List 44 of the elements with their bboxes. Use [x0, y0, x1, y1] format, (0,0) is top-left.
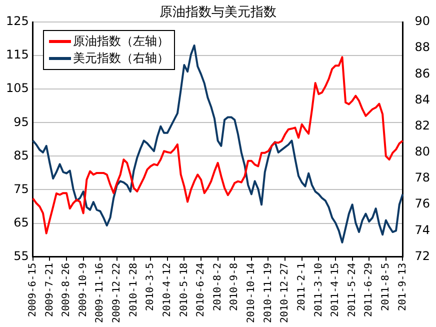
- legend-label: 美元指数（右轴）: [72, 50, 169, 67]
- y-tick-label: 105: [6, 81, 29, 96]
- x-tick-label: 2010-8-2: [212, 262, 224, 311]
- x-tick-label: 2011-8-5: [380, 262, 392, 311]
- x-tick-label: 2009-6-15: [28, 262, 38, 317]
- y-tick-label: 75: [14, 182, 29, 196]
- x-tick-label: 2009-10-9: [78, 262, 89, 317]
- x-tick-label: 2009-8-26: [61, 262, 72, 317]
- x-tick-label: 2010-4-12: [162, 262, 173, 317]
- y-tick-label: 55: [14, 248, 29, 263]
- y2-tick-label: 78: [414, 170, 430, 185]
- x-tick-label: 2011-6-29: [364, 262, 375, 317]
- x-tick-label: 2010-11-19: [262, 262, 274, 324]
- y2-tick-label: 74: [414, 222, 430, 237]
- x-tick-label: 2010-10-14: [246, 262, 258, 324]
- y-tick-label: 65: [14, 215, 29, 230]
- x-tick-label: 2009-11-16: [94, 262, 106, 324]
- y-tick-label: 85: [14, 148, 29, 162]
- y-tick-label: 95: [14, 114, 29, 129]
- x-tick-label: 2011-3-10: [313, 262, 324, 317]
- x-tick-label: 2010-12-27: [280, 262, 291, 324]
- x-tick-label: 2010-9-8: [229, 262, 240, 311]
- y2-tick-label: 90: [414, 14, 430, 28]
- x-tick-label: 201-9-13: [397, 262, 408, 311]
- y2-tick-label: 76: [414, 196, 430, 211]
- y2-tick-label: 86: [414, 66, 430, 80]
- x-tick-label: 2011-4-15: [330, 262, 342, 317]
- y2-tick-label: 88: [414, 40, 430, 54]
- x-tick-label: 2009-12-22: [112, 262, 123, 324]
- x-tick-label: 2011-5-24: [346, 262, 358, 317]
- y2-tick-label: 82: [414, 118, 430, 132]
- y2-tick-label: 80: [414, 144, 430, 159]
- x-tick-label: 2010-5-18: [178, 262, 190, 317]
- chart-title: 原油指数与美元指数: [160, 5, 276, 20]
- y2-tick-label: 72: [414, 248, 430, 263]
- x-tick-label: 2010-6-24: [196, 262, 207, 317]
- y-tick-label: 125: [6, 14, 29, 28]
- x-tick-label: 2010-3-5: [145, 262, 156, 311]
- y-tick-label: 115: [6, 48, 29, 62]
- x-tick-label: 2009-7-21: [44, 262, 56, 317]
- x-tick-label: 2010-1-28: [128, 262, 140, 317]
- legend-label: 原油指数（左轴）: [72, 33, 169, 50]
- x-tick-label: 2011-2-1: [296, 262, 308, 311]
- y2-tick-label: 84: [414, 92, 430, 106]
